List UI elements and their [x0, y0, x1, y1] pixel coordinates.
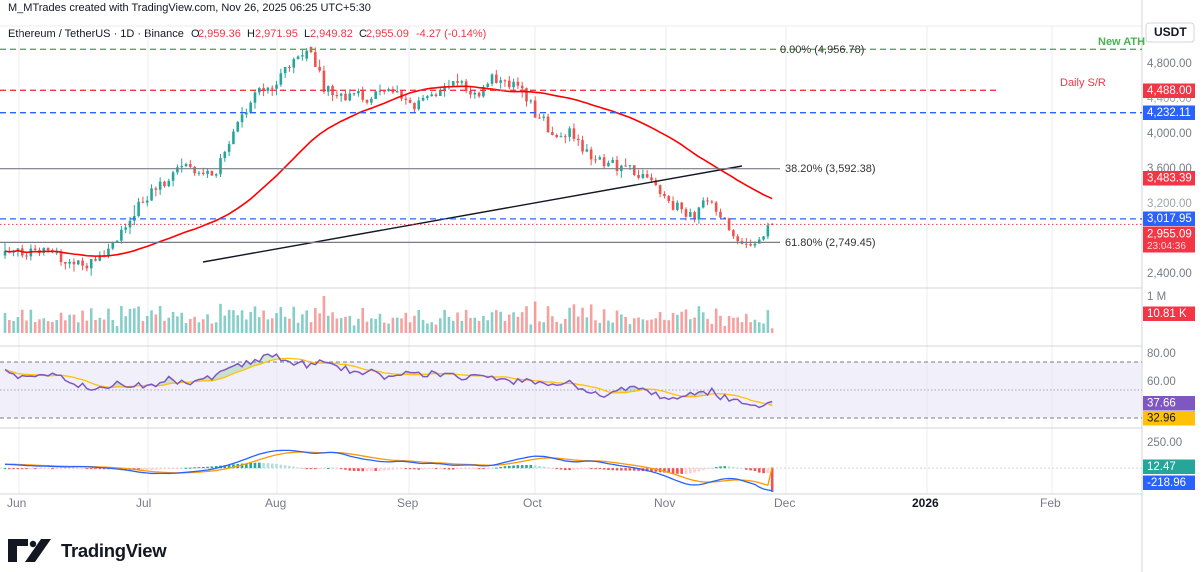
svg-text:-4.27 (-0.14%): -4.27 (-0.14%)	[416, 28, 486, 40]
svg-text:4,000.00: 4,000.00	[1147, 128, 1192, 140]
svg-text:Oct: Oct	[523, 496, 542, 510]
svg-text:2,400.00: 2,400.00	[1147, 268, 1192, 280]
svg-text:0.00% (4,956.78): 0.00% (4,956.78)	[780, 44, 864, 56]
svg-text:Sep: Sep	[397, 496, 419, 510]
svg-text:3,200.00: 3,200.00	[1147, 198, 1192, 210]
svg-text:4,488.00: 4,488.00	[1147, 85, 1192, 97]
svg-text:4,800.00: 4,800.00	[1147, 58, 1192, 70]
svg-text:250.00: 250.00	[1147, 437, 1182, 449]
svg-text:2,955.09: 2,955.09	[1147, 229, 1192, 241]
svg-text:Jun: Jun	[7, 496, 26, 510]
svg-text:2,949.82: 2,949.82	[310, 28, 353, 40]
svg-text:Ethereum / TetherUS · 1D · Bin: Ethereum / TetherUS · 1D · Binance	[8, 28, 184, 40]
svg-text:2,959.36: 2,959.36	[198, 28, 241, 40]
svg-text:1 M: 1 M	[1147, 291, 1166, 303]
svg-text:32.96: 32.96	[1147, 413, 1176, 425]
svg-text:61.80% (2,749.45): 61.80% (2,749.45)	[785, 237, 876, 249]
svg-text:Nov: Nov	[654, 496, 675, 510]
svg-text:Feb: Feb	[1040, 496, 1061, 510]
svg-text:23:04:36: 23:04:36	[1147, 241, 1186, 252]
svg-text:USDT: USDT	[1154, 25, 1187, 39]
svg-text:2,971.95: 2,971.95	[255, 28, 298, 40]
svg-text:Dec: Dec	[774, 496, 795, 510]
svg-text:2,955.09: 2,955.09	[366, 28, 409, 40]
svg-text:M_MTrades created with Trading: M_MTrades created with TradingView.com, …	[8, 2, 371, 14]
svg-text:2026: 2026	[912, 496, 939, 510]
svg-text:H: H	[247, 28, 255, 40]
svg-text:New ATH: New ATH	[1098, 36, 1145, 48]
svg-text:80.00: 80.00	[1147, 348, 1176, 360]
svg-text:Jul: Jul	[136, 496, 151, 510]
svg-text:TradingView: TradingView	[61, 540, 167, 561]
svg-text:4,232.11: 4,232.11	[1147, 107, 1191, 119]
svg-text:12.47: 12.47	[1147, 461, 1176, 473]
svg-text:37.66: 37.66	[1147, 398, 1176, 410]
svg-text:10.81 K: 10.81 K	[1147, 308, 1187, 320]
svg-text:Aug: Aug	[265, 496, 286, 510]
svg-text:3,017.95: 3,017.95	[1147, 213, 1192, 225]
svg-text:3,483.39: 3,483.39	[1147, 173, 1192, 185]
svg-text:38.20% (3,592.38): 38.20% (3,592.38)	[785, 163, 876, 175]
svg-text:Daily S/R: Daily S/R	[1060, 77, 1106, 89]
svg-text:-218.96: -218.96	[1147, 477, 1186, 489]
svg-text:60.00: 60.00	[1147, 376, 1176, 388]
